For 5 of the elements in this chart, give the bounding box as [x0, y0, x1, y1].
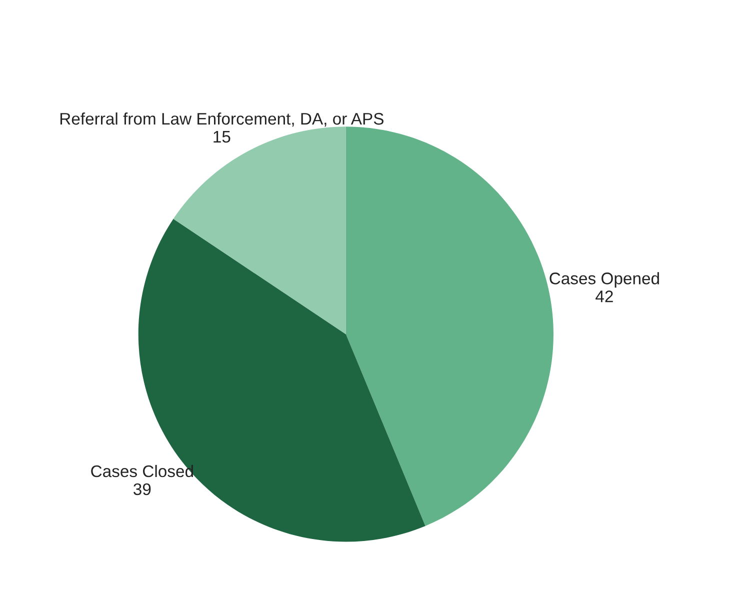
- data-label: 39: [134, 483, 151, 496]
- slice-label: Referral from Law Enforcement, DA, or APS: [60, 112, 384, 127]
- data-label: 15: [214, 131, 230, 143]
- slice-label: Cases Opened: [550, 272, 659, 288]
- data-label: 42: [596, 290, 613, 302]
